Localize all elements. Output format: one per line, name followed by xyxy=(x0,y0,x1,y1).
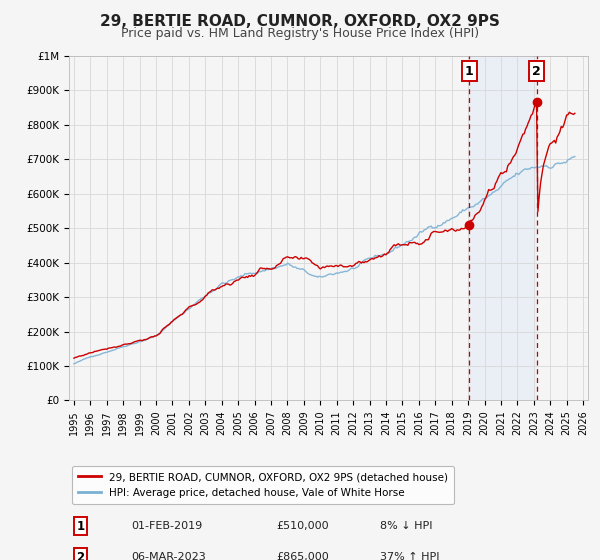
Text: £865,000: £865,000 xyxy=(277,552,329,560)
Text: 2: 2 xyxy=(532,65,541,78)
Text: 01-FEB-2019: 01-FEB-2019 xyxy=(131,521,203,531)
Bar xyxy=(469,56,536,400)
Text: 8% ↓ HPI: 8% ↓ HPI xyxy=(380,521,433,531)
Text: 29, BERTIE ROAD, CUMNOR, OXFORD, OX2 9PS: 29, BERTIE ROAD, CUMNOR, OXFORD, OX2 9PS xyxy=(100,14,500,29)
Text: 06-MAR-2023: 06-MAR-2023 xyxy=(131,552,206,560)
Text: 2: 2 xyxy=(76,550,85,560)
Text: £510,000: £510,000 xyxy=(277,521,329,531)
Text: 1: 1 xyxy=(465,65,474,78)
Text: 1: 1 xyxy=(76,520,85,533)
Legend: 29, BERTIE ROAD, CUMNOR, OXFORD, OX2 9PS (detached house), HPI: Average price, d: 29, BERTIE ROAD, CUMNOR, OXFORD, OX2 9PS… xyxy=(71,466,454,504)
Text: 37% ↑ HPI: 37% ↑ HPI xyxy=(380,552,440,560)
Text: Price paid vs. HM Land Registry's House Price Index (HPI): Price paid vs. HM Land Registry's House … xyxy=(121,27,479,40)
